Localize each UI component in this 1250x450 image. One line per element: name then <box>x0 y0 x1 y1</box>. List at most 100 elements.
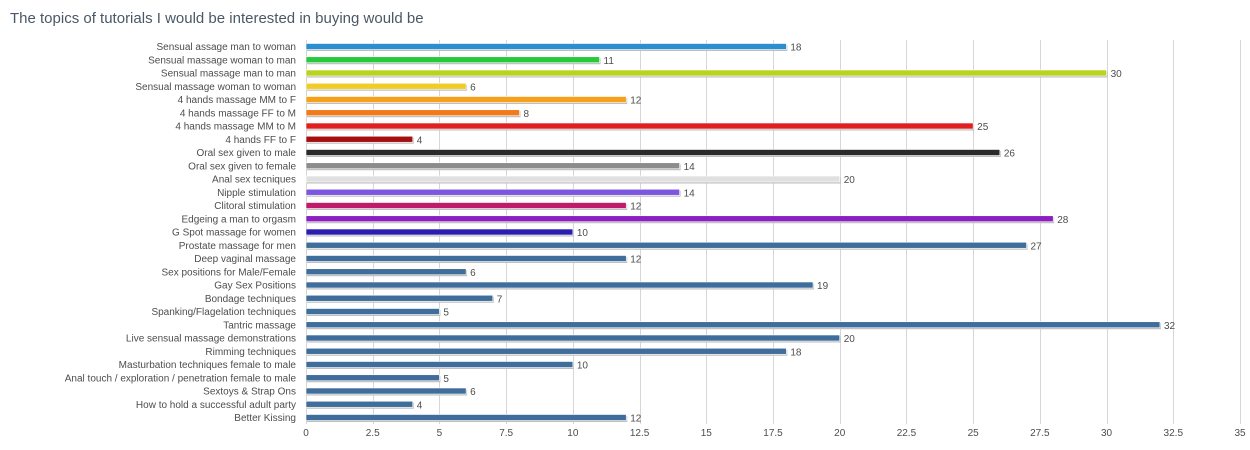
category-label: G Spot massage for women <box>172 228 296 239</box>
data-label: 18 <box>790 43 802 54</box>
value-labels: 18 11 30 6 12 8 25 4 26 14 20 14 12 28 10 27 12 6 19 7 5 32 20… <box>417 43 1176 425</box>
category-label: Better Kissing <box>234 413 296 424</box>
data-label: 26 <box>1004 149 1016 160</box>
bar <box>305 228 574 236</box>
category-label: Sextoys & Strap Ons <box>203 387 296 398</box>
bar <box>305 43 787 50</box>
category-label: Gay Sex Positions <box>214 281 296 292</box>
data-label: 28 <box>1057 215 1069 226</box>
data-label: 6 <box>470 82 476 93</box>
category-label: 4 hands massage FF to M <box>180 108 296 119</box>
bar <box>305 162 680 170</box>
bar <box>305 82 467 90</box>
chart-title: The topics of tutorials I would be inter… <box>10 10 424 27</box>
data-label: 12 <box>630 414 642 425</box>
x-tick-label: 12.5 <box>630 428 650 439</box>
category-label: Oral sex given to female <box>188 161 296 172</box>
category-label: Anal sex tecniques <box>212 175 296 186</box>
data-label: 12 <box>630 255 642 266</box>
bar <box>305 188 680 196</box>
bar <box>305 334 841 342</box>
data-label: 4 <box>417 135 423 146</box>
data-label: 10 <box>577 228 589 239</box>
category-label: Rimming techniques <box>205 347 296 358</box>
bar <box>305 347 787 355</box>
data-label: 10 <box>577 361 589 372</box>
bar <box>305 96 627 103</box>
data-label: 25 <box>977 122 989 133</box>
bar <box>305 241 1027 249</box>
category-label: Sex positions for Male/Female <box>161 267 296 278</box>
data-label: 8 <box>523 109 529 120</box>
data-label: 12 <box>630 96 642 107</box>
data-label: 4 <box>417 400 423 411</box>
category-label: Oral sex given to male <box>197 148 297 159</box>
x-tick-label: 2.5 <box>366 428 380 439</box>
category-label: Sensual massage woman to man <box>148 55 296 66</box>
bar <box>305 255 627 262</box>
category-label: 4 hands FF to F <box>225 135 296 146</box>
x-tick-label: 25 <box>968 428 980 439</box>
data-label: 14 <box>684 188 696 199</box>
x-tick-label: 30 <box>1101 428 1113 439</box>
data-label: 20 <box>844 175 856 186</box>
category-label: Sensual massage man to man <box>161 69 296 80</box>
data-label: 6 <box>470 268 476 279</box>
category-label: Nipple stimulation <box>217 188 296 199</box>
data-label: 7 <box>497 294 503 305</box>
x-tick-label: 20 <box>834 428 846 439</box>
category-label: Anal touch / exploration / penetration f… <box>65 373 297 384</box>
bar <box>305 374 440 382</box>
category-label: How to hold a successful adult party <box>136 400 296 411</box>
x-tick-label: 32.5 <box>1164 428 1184 439</box>
category-label: Live sensual massage demonstrations <box>126 334 296 345</box>
bar <box>305 308 440 315</box>
data-label: 18 <box>790 347 802 358</box>
x-tick-label: 27.5 <box>1030 428 1050 439</box>
bar <box>305 122 974 130</box>
category-label: Sensual massage woman to woman <box>135 82 296 93</box>
category-label: Prostate massage for men <box>179 241 296 252</box>
bar <box>305 56 600 64</box>
x-tick-label: 0 <box>303 428 309 439</box>
data-label: 11 <box>604 56 615 67</box>
data-label: 32 <box>1164 321 1176 332</box>
x-tick-label: 5 <box>437 428 443 439</box>
category-label: Sensual assage man to woman <box>156 42 296 53</box>
bar <box>305 69 1107 77</box>
bar <box>305 294 494 302</box>
x-axis-ticks: 0 2.5 5 7.5 10 12.5 15 17.5 20 22.5 25 27.5 30 32.5 35 <box>303 428 1246 439</box>
category-label: 4 hands massage MM to F <box>178 95 296 106</box>
category-labels: Sensual assage man to woman Sensual massa… <box>65 42 297 424</box>
data-label: 19 <box>817 281 829 292</box>
bar <box>305 149 1001 156</box>
data-label: 30 <box>1111 69 1123 80</box>
data-label: 20 <box>844 334 856 345</box>
bar <box>305 109 520 117</box>
x-tick-label: 35 <box>1234 428 1246 439</box>
bar <box>305 215 1054 223</box>
bar <box>305 135 414 143</box>
data-label: 5 <box>443 308 449 319</box>
category-label: Edgeing a man to orgasm <box>181 214 296 225</box>
data-label: 14 <box>684 162 696 173</box>
x-tick-label: 7.5 <box>499 428 513 439</box>
bar <box>305 387 467 395</box>
category-label: Spanking/Flagelation techniques <box>151 307 296 318</box>
bar <box>305 414 627 421</box>
category-label: Masturbation techniques female to male <box>119 360 297 371</box>
bar <box>305 202 627 209</box>
bar <box>305 281 814 289</box>
data-label: 12 <box>630 202 642 213</box>
category-label: Clitoral stimulation <box>214 201 296 212</box>
data-label: 6 <box>470 387 476 398</box>
x-tick-label: 10 <box>567 428 579 439</box>
category-label: Bondage techniques <box>205 294 296 305</box>
bar <box>305 361 574 368</box>
bar <box>305 321 1161 329</box>
x-tick-label: 17.5 <box>763 428 783 439</box>
bars <box>305 43 1161 422</box>
category-label: Deep vaginal massage <box>194 254 296 265</box>
